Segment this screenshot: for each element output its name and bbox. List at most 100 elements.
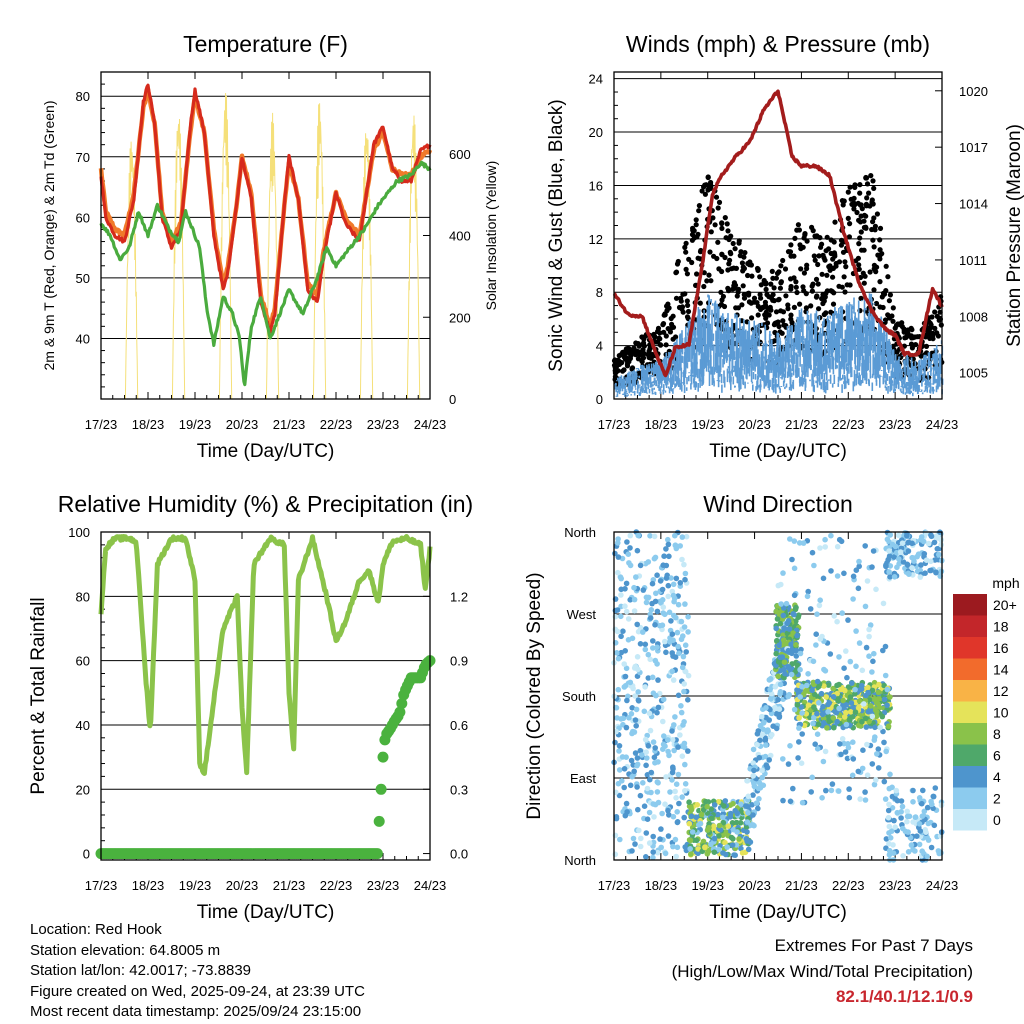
wind-point [815,380,817,384]
direction-point [764,764,771,771]
wind-point [758,354,761,377]
gust-point [851,195,857,201]
direction-point [773,725,780,732]
direction-point [659,622,666,628]
gust-point [831,239,837,245]
wind-point [918,360,920,383]
direction-point [754,741,760,748]
wind-point [863,337,865,354]
direction-point [651,814,657,820]
direction-point [784,630,791,637]
gust-point [682,244,688,250]
direction-point [780,612,787,619]
direction-point [730,800,736,807]
wind-point [733,351,736,361]
wind-point [912,389,915,392]
wind-point [812,369,814,381]
gust-point [830,301,837,307]
gust-point [824,272,830,278]
direction-point [695,846,701,852]
wind-point [894,354,897,372]
wind-point [900,391,903,394]
wind-point [622,393,625,395]
wind-point [858,372,860,385]
panel0-frame [100,71,431,400]
gust-point [749,315,755,321]
direction-point [755,805,761,812]
wind-point [846,366,849,384]
gust-point [739,302,745,308]
wind-point [871,298,873,306]
direction-point [624,809,630,815]
wind-point [904,376,906,386]
colorbar-label: 10 [993,704,1009,720]
direction-point [847,658,854,665]
direction-point [652,657,659,664]
wind-point [640,387,642,393]
wind-point [717,370,720,388]
direction-point [818,690,825,697]
panel2-xtick-label: 22/23 [320,878,353,893]
direction-point [638,835,644,842]
wind-point [849,303,851,307]
wind-point [928,352,931,367]
wind-point [814,357,817,376]
wind-point [880,375,882,377]
wind-point [752,372,755,380]
direction-point [633,574,639,580]
gust-point [693,217,699,223]
direction-point [882,672,889,679]
precip-point [377,751,389,763]
direction-point [744,778,750,784]
colorbar-label: 12 [993,683,1009,699]
gust-point [930,330,936,336]
direction-point [686,799,692,805]
wind-point [672,388,675,390]
wind-point [921,392,924,395]
gust-point [693,222,699,228]
extremes-panel: Extremes For Past 7 Days (High/Low/Max W… [672,933,973,1010]
wind-point [872,354,874,376]
wind-point [913,378,916,380]
gust-point [667,329,674,335]
wind-point [850,347,852,378]
direction-point [645,675,652,681]
gust-point [870,178,876,184]
wind-point [715,353,717,369]
panel2-ytick-right-label: 0.3 [450,782,468,797]
direction-point [841,740,847,747]
direction-point [875,765,882,771]
direction-point [631,768,637,775]
wind-point [706,344,708,352]
gust-point [715,239,721,245]
direction-point [618,633,624,640]
panel3-xlabel: Time (Day/UTC) [709,902,847,923]
direction-point [672,654,679,660]
wind-point [749,364,751,365]
wind-point [654,377,656,384]
direction-point [912,848,918,854]
direction-point [864,578,871,584]
direction-point [881,739,887,746]
colorbar-swatch [953,615,987,637]
gust-point [620,349,626,355]
gust-point [748,262,755,268]
wind-point [934,374,936,384]
direction-point [845,617,851,623]
direction-point [869,564,875,570]
direction-point [859,765,866,772]
panel0-ylabel: 2m & 9m T (Red, Orange) & 2m Td (Green) [41,101,57,371]
precip-point [375,783,387,795]
direction-point [904,808,910,815]
gust-point [886,298,893,304]
direction-point [637,843,644,850]
panel0-xtick-label: 19/23 [179,417,212,432]
direction-point [640,780,646,786]
gust-point [867,269,873,275]
gust-point [714,255,720,262]
direction-point [688,851,694,857]
precip-point [373,815,385,827]
gust-point [755,312,761,318]
direction-point [643,749,649,755]
gust-point [812,257,818,263]
